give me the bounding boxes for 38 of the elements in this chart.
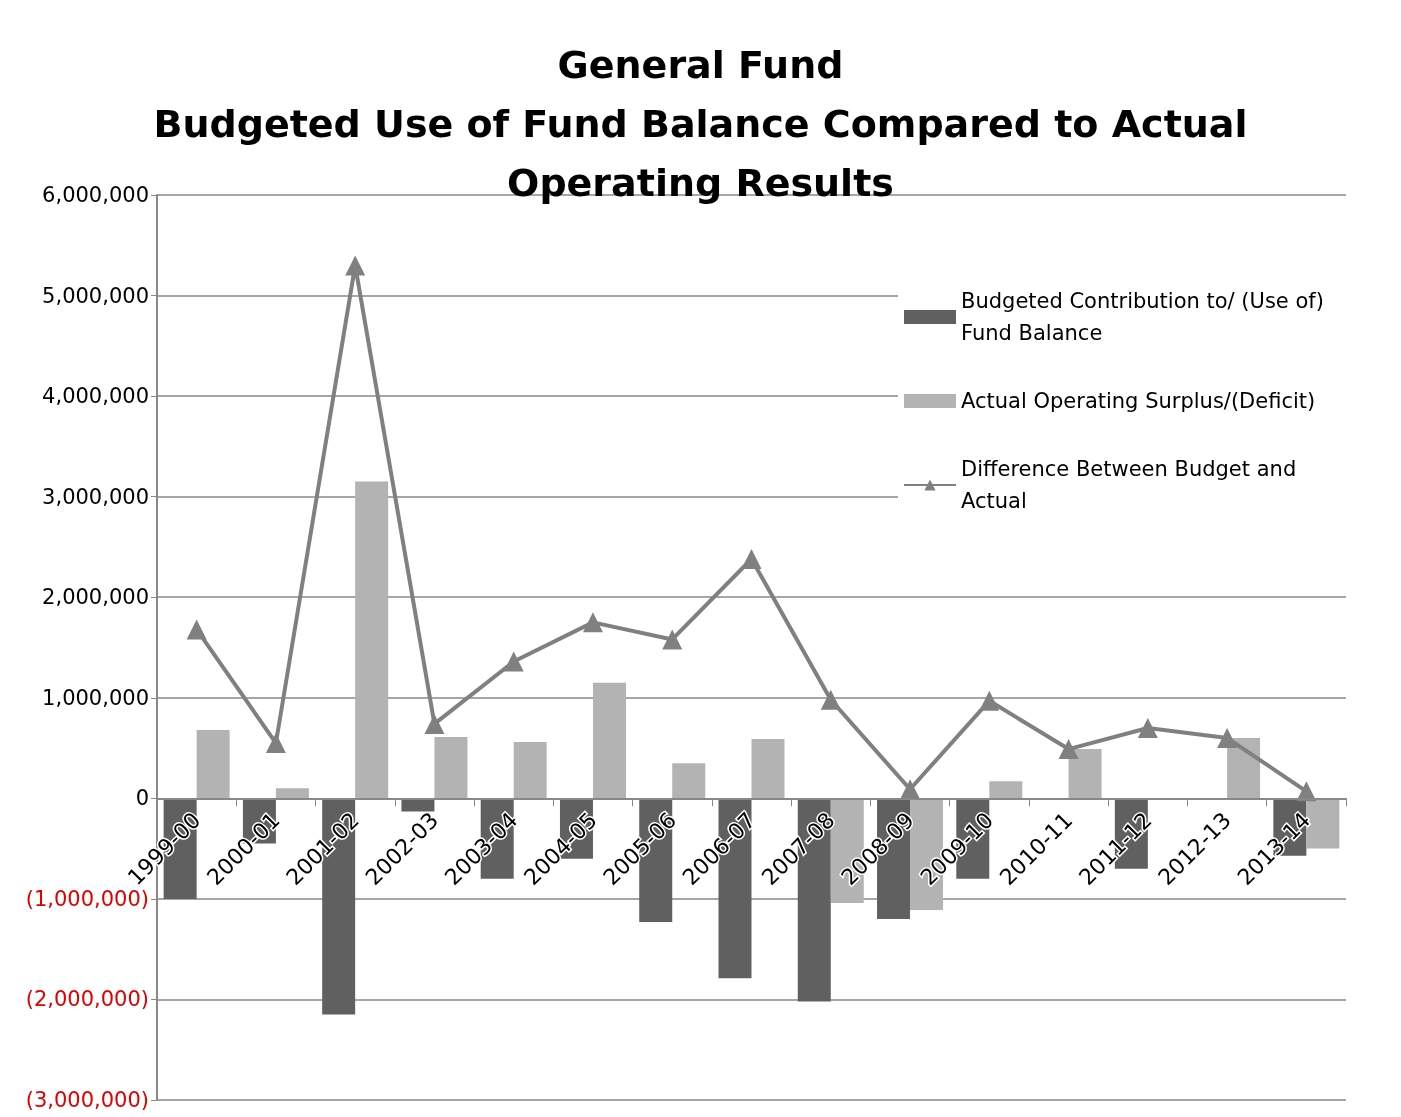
point <box>186 619 207 640</box>
point <box>979 690 1000 711</box>
bar <box>751 739 785 799</box>
bar <box>672 763 706 799</box>
y-tick-label: 3,000,000 <box>42 484 149 509</box>
point <box>582 612 603 633</box>
point <box>1058 739 1079 760</box>
bar <box>989 781 1023 799</box>
point <box>1137 717 1158 738</box>
bar <box>434 736 468 799</box>
y-tick-label: 0 <box>135 786 149 811</box>
point <box>900 779 921 800</box>
y-tick-label: (1,000,000) <box>25 886 149 911</box>
chart-title: General Fund Budgeted Use of Fund Balance Compared to Actual Operating Results <box>153 42 1248 205</box>
point <box>345 255 366 276</box>
legend-label: Budgeted Contribution to/ (Use of) Fund Balance <box>961 289 1331 345</box>
legend-label: Actual Operating Surplus/(Deficit) <box>961 389 1316 413</box>
y-tick-label: (2,000,000) <box>25 987 149 1012</box>
point <box>741 549 762 570</box>
point <box>820 689 841 710</box>
point <box>503 651 524 672</box>
y-tick-label: 5,000,000 <box>42 283 149 308</box>
point <box>424 713 445 734</box>
bar <box>196 729 230 799</box>
bar <box>355 481 389 799</box>
bar <box>1068 749 1102 799</box>
point <box>265 733 286 754</box>
y-tick-label: (3,000,000) <box>25 1088 149 1112</box>
point <box>1217 728 1238 748</box>
y-tick-label: 6,000,000 <box>42 183 149 207</box>
point <box>662 629 683 650</box>
y-tick-label: 1,000,000 <box>42 685 149 710</box>
y-tick-label: 2,000,000 <box>42 585 149 610</box>
legend-label: Difference Between Budget and Actual <box>961 457 1303 513</box>
bar <box>513 742 547 799</box>
bar <box>592 682 626 799</box>
y-tick-label: 4,000,000 <box>42 384 149 409</box>
bar <box>275 788 309 799</box>
